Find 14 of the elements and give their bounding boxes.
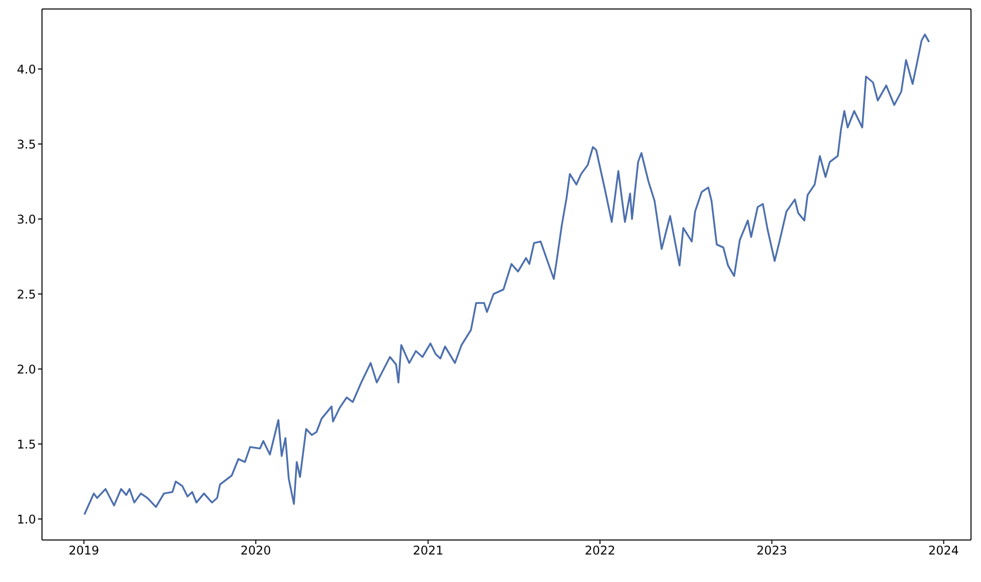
x-tick-label: 2024 bbox=[928, 544, 959, 558]
x-tick-label: 2021 bbox=[412, 544, 444, 558]
y-tick-label: 1.0 bbox=[16, 512, 36, 526]
y-tick-label: 2.5 bbox=[16, 287, 36, 302]
line-series bbox=[83, 34, 930, 516]
y-tick-label: 3.0 bbox=[16, 212, 36, 226]
x-tick-label: 2023 bbox=[756, 544, 788, 558]
y-tick-label: 4.0 bbox=[16, 62, 36, 76]
x-tick-label: 2020 bbox=[240, 544, 272, 558]
y-tick-label: 3.5 bbox=[16, 137, 36, 152]
x-tick-label: 2019 bbox=[68, 544, 100, 558]
y-tick-label: 1.5 bbox=[16, 437, 36, 452]
y-tick-label: 2.0 bbox=[16, 362, 36, 376]
x-tick-label: 2022 bbox=[584, 544, 616, 558]
